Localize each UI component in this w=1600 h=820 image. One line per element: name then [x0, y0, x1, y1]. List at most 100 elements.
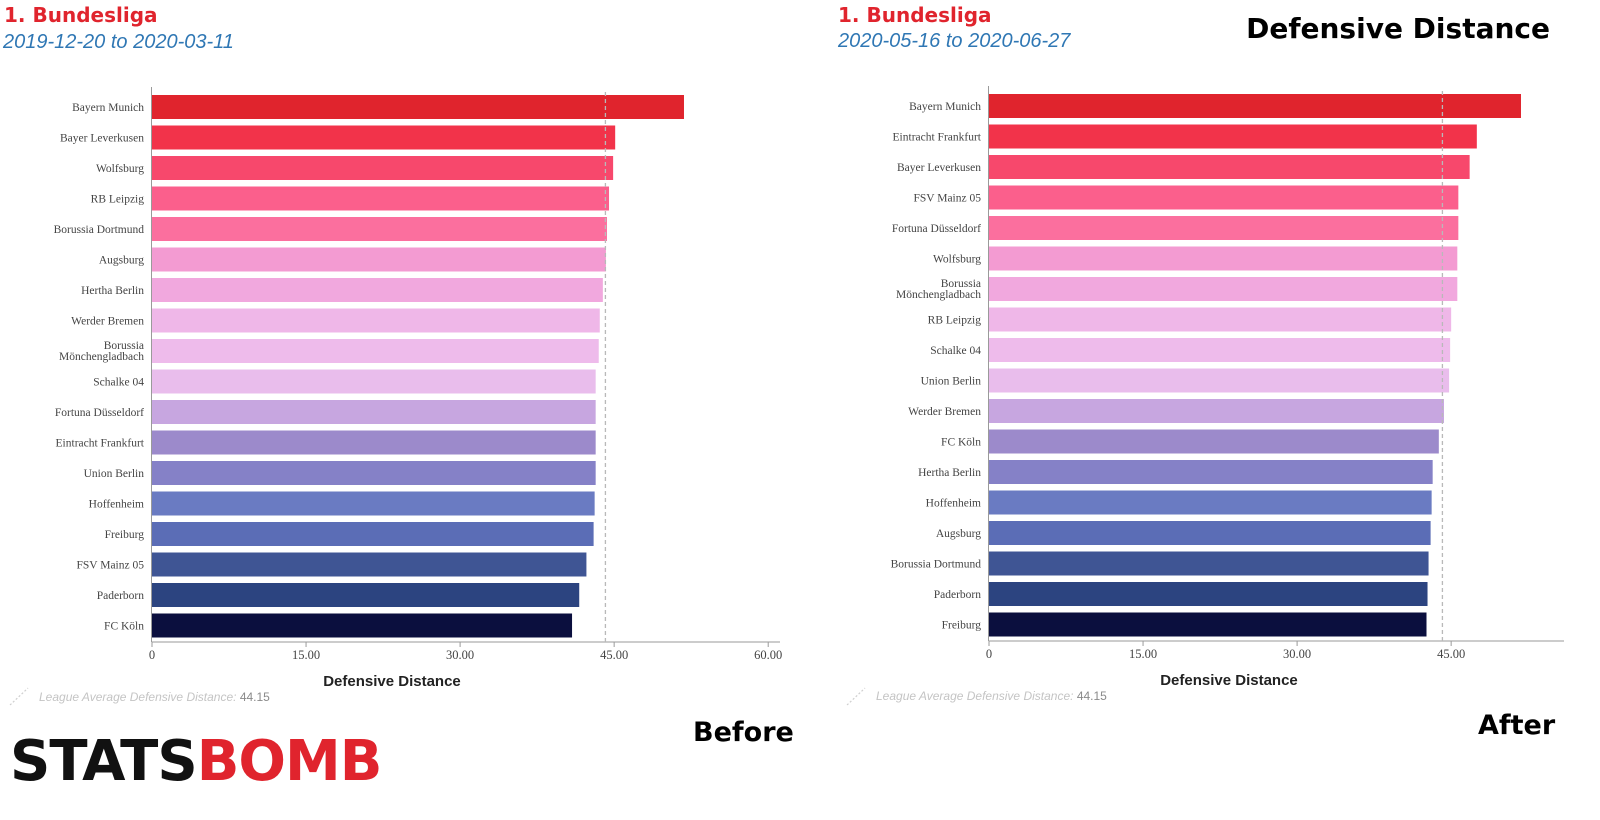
team-label: Fortuna Düsseldorf [55, 407, 144, 419]
page-title: Defensive Distance [1246, 12, 1550, 45]
bar [989, 460, 1433, 484]
team-label: Hoffenheim [89, 499, 144, 511]
date-range-after: 2020-05-16 to 2020-06-27 [838, 30, 1071, 52]
team-label: FC Köln [941, 437, 981, 449]
x-tick-label: 45.00 [1437, 647, 1465, 661]
bar [152, 613, 573, 638]
team-label: RB Leipzig [928, 315, 982, 327]
bar [989, 277, 1458, 301]
team-label: Augsburg [936, 528, 981, 540]
bar [989, 246, 1458, 271]
bar [989, 94, 1521, 118]
bar [989, 185, 1459, 210]
x-axis-title: Defensive Distance [1160, 672, 1298, 689]
x-tick-label: 45.00 [600, 648, 628, 662]
x-tick-label: 15.00 [292, 648, 320, 662]
team-label: Union Berlin [921, 376, 982, 388]
bar [989, 124, 1477, 149]
logo-bomb-text: BOMB [196, 729, 383, 794]
team-label: Hertha Berlin [81, 285, 144, 297]
team-label: Freiburg [942, 620, 982, 632]
team-label: Borussia Dortmund [891, 559, 982, 571]
league-average-note-after: League Average Defensive Distance: 44.15 [876, 689, 1107, 703]
bar [989, 368, 1450, 393]
x-tick-label: 0 [986, 647, 992, 661]
before-label: Before [693, 717, 794, 748]
league-average-legend-line [9, 687, 29, 706]
team-label: Schalke 04 [930, 345, 981, 357]
team-label: Wolfsburg [96, 163, 144, 175]
bar [989, 155, 1470, 179]
team-label: Wolfsburg [933, 254, 981, 266]
x-tick-label: 0 [149, 648, 155, 662]
league-average-value: 44.15 [239, 690, 270, 704]
bar [152, 308, 600, 333]
team-label: Schalke 04 [93, 377, 144, 389]
bar [152, 552, 587, 577]
bar [152, 583, 580, 607]
bar [989, 521, 1431, 545]
team-label: RB Leipzig [91, 194, 145, 206]
bar [152, 278, 603, 302]
bar [152, 125, 616, 150]
team-label: Borussia Dortmund [54, 224, 145, 236]
bar [989, 490, 1432, 515]
team-label: Freiburg [105, 529, 145, 541]
league-title-after: 1. Bundesliga [838, 3, 992, 27]
league-average-label: League Average Defensive Distance: [876, 689, 1074, 703]
team-label: Union Berlin [84, 468, 145, 480]
bar [152, 461, 596, 485]
bar [152, 400, 596, 424]
bar [152, 156, 614, 180]
league-title-before: 1. Bundesliga [4, 3, 158, 27]
bar [152, 522, 594, 546]
x-tick-label: 60.00 [754, 648, 782, 662]
league-average-note-before: League Average Defensive Distance: 44.15 [39, 690, 270, 704]
team-label: Bayern Munich [909, 101, 981, 113]
team-label: FC Köln [104, 621, 144, 633]
bar [152, 430, 596, 455]
bar [152, 217, 607, 241]
team-label: Hoffenheim [926, 498, 981, 510]
bar [152, 95, 684, 119]
team-label: Bayer Leverkusen [60, 133, 144, 145]
bar [989, 582, 1428, 606]
bar [152, 339, 599, 363]
bar [989, 429, 1439, 454]
after-label: After [1478, 710, 1556, 741]
team-label: Werder Bremen [908, 406, 981, 418]
team-label: Borussia Mönchengladbach [59, 340, 144, 363]
team-label: Werder Bremen [71, 316, 144, 328]
team-label: Paderborn [97, 590, 145, 602]
team-label: FSV Mainz 05 [76, 560, 144, 572]
bar [989, 307, 1452, 332]
logo-stats-text: STATS [10, 729, 198, 794]
team-label: Eintracht Frankfurt [56, 438, 145, 450]
x-tick-label: 30.00 [1283, 647, 1311, 661]
team-label: Bayern Munich [72, 102, 144, 114]
team-label: Hertha Berlin [918, 467, 981, 479]
bar [989, 551, 1429, 576]
league-average-label: League Average Defensive Distance: [39, 690, 237, 704]
league-average-legend-line [846, 687, 866, 706]
team-label: Fortuna Düsseldorf [892, 223, 981, 235]
team-label: Augsburg [99, 255, 144, 267]
x-tick-label: 15.00 [1129, 647, 1157, 661]
team-label: Borussia Mönchengladbach [896, 278, 981, 301]
team-label: Eintracht Frankfurt [893, 132, 982, 144]
bar [989, 338, 1451, 362]
bar [152, 491, 595, 516]
team-label: Paderborn [934, 589, 982, 601]
x-axis-title: Defensive Distance [323, 673, 461, 690]
bar [152, 186, 610, 211]
bar [152, 247, 606, 272]
bar [989, 216, 1459, 240]
x-tick-label: 30.00 [446, 648, 474, 662]
team-label: Bayer Leverkusen [897, 162, 981, 174]
date-range-before: 2019-12-20 to 2020-03-11 [3, 31, 234, 53]
team-label: FSV Mainz 05 [913, 193, 981, 205]
bar [152, 369, 596, 394]
statsbomb-logo: STATSBOMB [10, 729, 383, 794]
bar [989, 612, 1427, 637]
